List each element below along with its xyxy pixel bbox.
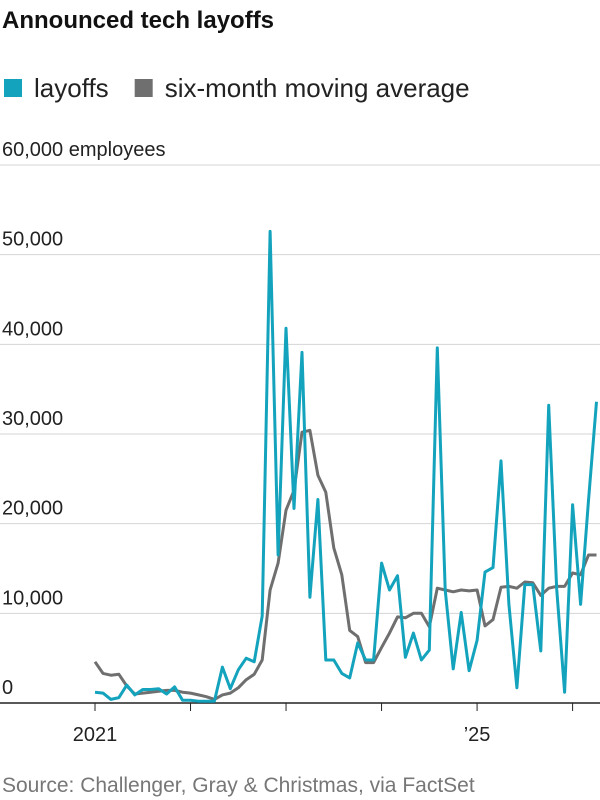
x-tick-label: ’25 <box>464 724 491 746</box>
source-note: Source: Challenger, Gray & Christmas, vi… <box>2 774 475 797</box>
legend-label: six-month moving average <box>165 73 470 103</box>
y-tick-label: 50,000 <box>2 229 63 251</box>
legend-label: layoffs <box>34 73 109 103</box>
series-line <box>94 229 598 703</box>
series-line <box>93 428 597 701</box>
chart-title: Announced tech layoffs <box>2 7 274 34</box>
legend-swatch <box>134 79 153 97</box>
x-tick-label: 2021 <box>73 724 118 746</box>
y-tick-label: 60,000 employees <box>2 139 165 161</box>
y-tick-label: 20,000 <box>2 498 63 520</box>
y-tick-label: 30,000 <box>2 408 63 430</box>
y-tick-label: 40,000 <box>2 318 63 340</box>
y-tick-label: 0 <box>2 677 13 699</box>
y-tick-label: 10,000 <box>2 587 63 609</box>
legend-swatch <box>4 79 22 97</box>
